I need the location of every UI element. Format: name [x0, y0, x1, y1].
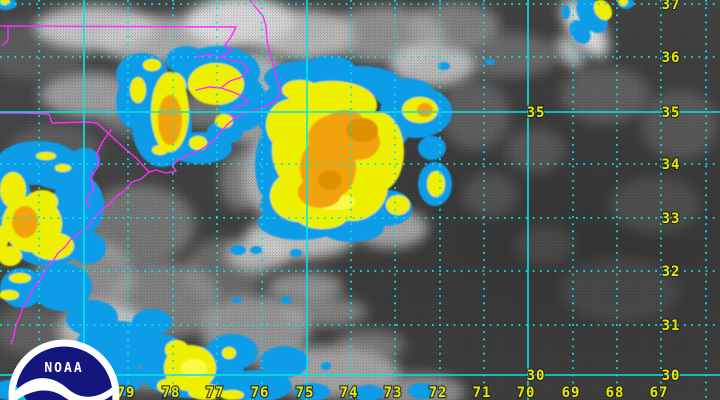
- latitude-label-37: 37: [662, 0, 681, 13]
- coastline-path: [234, 0, 282, 119]
- enhancement-cell-yellow: [158, 72, 186, 100]
- enhancement-cell-yellow: [130, 77, 146, 103]
- coastline-path: [0, 25, 237, 46]
- enhancement-cell-yellow: [55, 164, 71, 172]
- coastline-path: [148, 117, 236, 174]
- latitude-label-31: 31: [662, 318, 681, 334]
- enhancement-cell-orange: [417, 103, 433, 117]
- enhancement-cell-blue: [281, 296, 291, 304]
- latitude-label-36: 36: [662, 50, 681, 66]
- enhancement-cell-yellow: [26, 190, 58, 214]
- enhancement-cell-yellow: [36, 152, 56, 160]
- enhancement-cell-blue: [66, 300, 118, 336]
- latitude-label-30: 30: [662, 368, 681, 384]
- coastline-path: [220, 26, 250, 119]
- latitude-label-32: 32: [662, 264, 681, 280]
- coastline-path: [0, 112, 98, 124]
- enhancement-cell-blue: [305, 56, 355, 80]
- enhancement-cell-yellow: [0, 246, 22, 266]
- enhancement-cell-blue: [166, 46, 206, 74]
- latitude-label-30: 30: [527, 368, 546, 384]
- enhancement-cell-yellow: [152, 145, 168, 155]
- enhancement-cell-blue: [562, 5, 570, 19]
- longitude-label-70: 70: [517, 385, 536, 400]
- longitude-label-67: 67: [650, 385, 669, 400]
- enhancement-cell-blue: [260, 346, 308, 378]
- enhancement-orange_dark-layer: [318, 118, 378, 190]
- enhancement-cell-blue: [232, 297, 242, 303]
- enhancement-cell-blue: [352, 385, 384, 400]
- enhancement-cell-yellow: [386, 195, 410, 215]
- enhancement-cell-yellow: [189, 136, 207, 150]
- enhancement-cell-yellow: [165, 340, 189, 360]
- enhancement-cell-yellow: [188, 384, 224, 400]
- enhancement-cell-blue: [569, 20, 591, 44]
- longitude-label-74: 74: [340, 385, 359, 400]
- enhancement-cell-yellow: [0, 172, 26, 208]
- longitude-label-79: 79: [117, 385, 136, 400]
- longitude-label-73: 73: [384, 385, 403, 400]
- enhancement-cell-blue: [294, 383, 330, 400]
- enhancement-cell-yellow_bright: [181, 359, 207, 377]
- coastline-path: [85, 129, 112, 209]
- latitude-label-35: 35: [662, 105, 681, 121]
- noaa-logo-text: NOAA: [44, 361, 83, 376]
- noaa-seagull-icon: [15, 378, 113, 400]
- enhancement-cell-yellow: [9, 273, 31, 283]
- enhancement-cell-orange_dark: [318, 170, 342, 190]
- enhancement-cell-orange_dark: [346, 118, 378, 142]
- enhancement-cell-blue: [438, 62, 450, 70]
- enhancement-cell-yellow: [30, 232, 74, 260]
- enhancement-cell-orange: [158, 95, 182, 145]
- latitude-label-33: 33: [662, 211, 681, 227]
- longitude-label-71: 71: [473, 385, 492, 400]
- noaa-logo: NOAA: [8, 339, 120, 400]
- enhancement-cell-blue: [132, 309, 172, 335]
- enhancement-cell-blue: [32, 263, 92, 311]
- enhancement-cell-yellow: [593, 0, 613, 21]
- enhancement-cell-yellow: [143, 59, 161, 71]
- enhancement-cell-yellow: [157, 379, 177, 393]
- longitude-label-78: 78: [162, 385, 181, 400]
- coastline-layer: [0, 0, 282, 345]
- enhancement-cell-blue: [70, 232, 106, 264]
- longitude-label-68: 68: [606, 385, 625, 400]
- enhancement-cell-yellow: [0, 226, 8, 254]
- enhancement-cell-blue: [230, 245, 246, 255]
- enhancement-cell-blue: [418, 136, 446, 160]
- longitude-label-76: 76: [251, 385, 270, 400]
- enhancement-cell-yellow: [220, 390, 244, 400]
- enhancement-cell-blue: [485, 59, 495, 65]
- enhancement-cell-yellow: [282, 80, 318, 100]
- coastline-path: [10, 171, 150, 345]
- enhancement-cell-blue: [408, 383, 436, 399]
- longitude-label-77: 77: [206, 385, 225, 400]
- enhancement-cell-blue: [70, 148, 100, 172]
- longitude-label-69: 69: [562, 385, 581, 400]
- enhancement-cell-yellow: [222, 347, 236, 359]
- enhancement-cell-yellow: [427, 171, 445, 197]
- latitude-label-34: 34: [662, 157, 681, 173]
- enhancement-cell-blue: [290, 249, 302, 257]
- longitude-label-75: 75: [296, 385, 315, 400]
- latitude-label-35: 35: [527, 105, 546, 121]
- enhancement-cell-yellow: [188, 63, 244, 105]
- enhancement-cell-blue: [321, 362, 331, 370]
- enhancement-cell-orange: [12, 206, 38, 238]
- longitude-label-72: 72: [429, 385, 448, 400]
- enhancement-cell-yellow: [0, 290, 19, 300]
- coastline-path: [96, 122, 150, 173]
- enhancement-cell-blue: [250, 246, 262, 254]
